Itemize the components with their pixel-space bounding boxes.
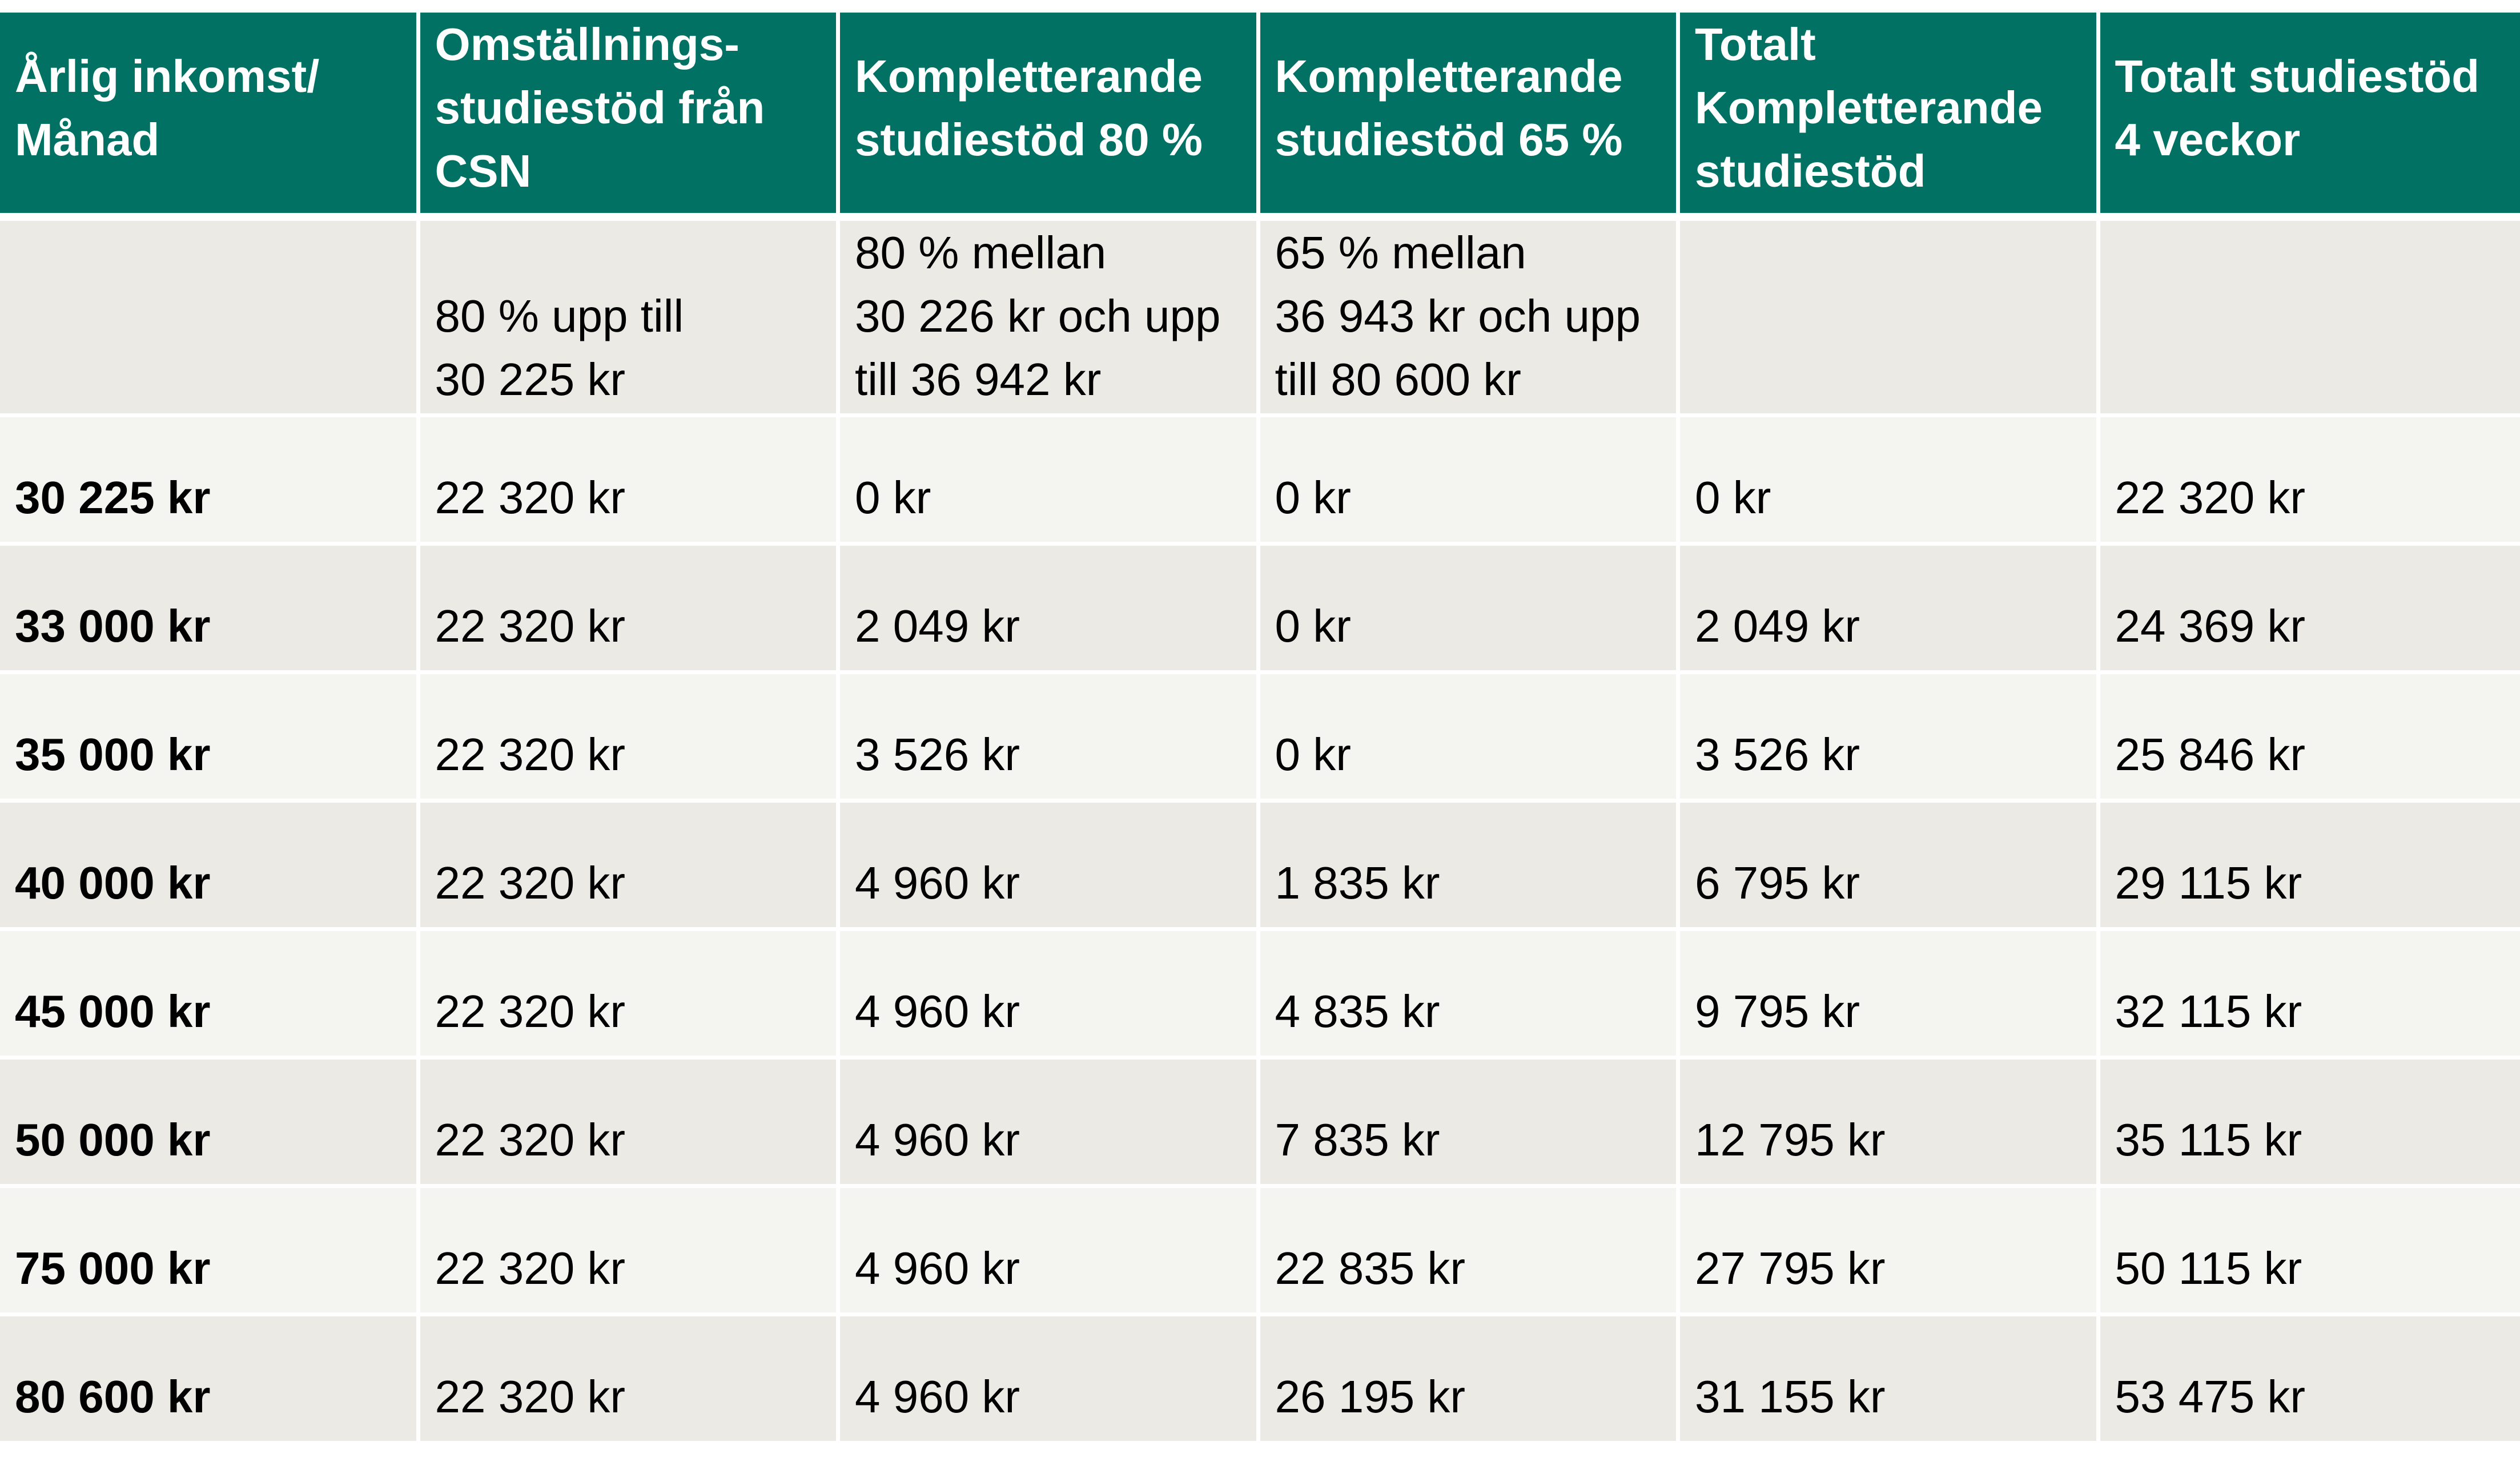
table-row: 50 000 kr 22 320 kr 4 960 kr 7 835 kr 12… bbox=[0, 1060, 2520, 1188]
description-cell: 65 % mellan 36 943 kr och upp till 80 60… bbox=[1260, 221, 1680, 417]
row-income-cell: 80 600 kr bbox=[0, 1316, 420, 1445]
table-cell: 4 835 kr bbox=[1260, 931, 1680, 1060]
row-income-cell: 30 225 kr bbox=[0, 417, 420, 546]
description-cell bbox=[0, 221, 420, 417]
table-cell: 22 320 kr bbox=[2100, 417, 2520, 546]
table-cell: 4 960 kr bbox=[840, 1188, 1260, 1316]
header-total-4-weeks: Totalt studiestöd 4 veckor bbox=[2100, 13, 2520, 221]
table-row: 45 000 kr 22 320 kr 4 960 kr 4 835 kr 9 … bbox=[0, 931, 2520, 1060]
header-annual-income: Årlig inkomst/ Månad bbox=[0, 13, 420, 221]
table-cell: 12 795 kr bbox=[1680, 1060, 2100, 1188]
table-cell: 24 369 kr bbox=[2100, 546, 2520, 674]
row-income-cell: 45 000 kr bbox=[0, 931, 420, 1060]
table-cell: 22 320 kr bbox=[420, 546, 840, 674]
table-cell: 22 320 kr bbox=[420, 1060, 840, 1188]
table-cell: 53 475 kr bbox=[2100, 1316, 2520, 1445]
row-income-cell: 50 000 kr bbox=[0, 1060, 420, 1188]
table-cell: 25 846 kr bbox=[2100, 674, 2520, 803]
table-header: Årlig inkomst/ Månad Omställnings- studi… bbox=[0, 13, 2520, 221]
table-cell: 31 155 kr bbox=[1680, 1316, 2100, 1445]
table-cell: 22 320 kr bbox=[420, 931, 840, 1060]
table-row: 33 000 kr 22 320 kr 2 049 kr 0 kr 2 049 … bbox=[0, 546, 2520, 674]
table-cell: 2 049 kr bbox=[1680, 546, 2100, 674]
row-income-cell: 75 000 kr bbox=[0, 1188, 420, 1316]
table-cell: 3 526 kr bbox=[1680, 674, 2100, 803]
table-row: 30 225 kr 22 320 kr 0 kr 0 kr 0 kr 22 32… bbox=[0, 417, 2520, 546]
table-cell: 0 kr bbox=[840, 417, 1260, 546]
header-csn-support: Omställnings- studiestöd från CSN bbox=[420, 13, 840, 221]
description-row: 80 % upp till 30 225 kr 80 % mellan 30 2… bbox=[0, 221, 2520, 417]
table-cell: 0 kr bbox=[1260, 417, 1680, 546]
description-cell bbox=[1680, 221, 2100, 417]
header-supplementary-80: Kompletterande studiestöd 80 % bbox=[840, 13, 1260, 221]
header-total-supplementary: Totalt Kompletterande studiestöd bbox=[1680, 13, 2100, 221]
table-cell: 2 049 kr bbox=[840, 546, 1260, 674]
table-cell: 6 795 kr bbox=[1680, 803, 2100, 931]
description-cell: 80 % upp till 30 225 kr bbox=[420, 221, 840, 417]
table-row: 80 600 kr 22 320 kr 4 960 kr 26 195 kr 3… bbox=[0, 1316, 2520, 1445]
table-cell: 29 115 kr bbox=[2100, 803, 2520, 931]
table-cell: 35 115 kr bbox=[2100, 1060, 2520, 1188]
header-supplementary-65: Kompletterande studiestöd 65 % bbox=[1260, 13, 1680, 221]
table-cell: 4 960 kr bbox=[840, 803, 1260, 931]
table-cell: 22 320 kr bbox=[420, 803, 840, 931]
header-row: Årlig inkomst/ Månad Omställnings- studi… bbox=[0, 13, 2520, 221]
table-cell: 9 795 kr bbox=[1680, 931, 2100, 1060]
description-cell: 80 % mellan 30 226 kr och upp till 36 94… bbox=[840, 221, 1260, 417]
table-row: 75 000 kr 22 320 kr 4 960 kr 22 835 kr 2… bbox=[0, 1188, 2520, 1316]
table-cell: 4 960 kr bbox=[840, 1316, 1260, 1445]
table-cell: 4 960 kr bbox=[840, 1060, 1260, 1188]
table-cell: 4 960 kr bbox=[840, 931, 1260, 1060]
table-cell: 22 835 kr bbox=[1260, 1188, 1680, 1316]
table-cell: 1 835 kr bbox=[1260, 803, 1680, 931]
table-cell: 22 320 kr bbox=[420, 417, 840, 546]
table-cell: 0 kr bbox=[1260, 674, 1680, 803]
income-support-table: Årlig inkomst/ Månad Omställnings- studi… bbox=[0, 13, 2520, 1445]
table-cell: 0 kr bbox=[1260, 546, 1680, 674]
table-cell: 22 320 kr bbox=[420, 674, 840, 803]
table-body: 80 % upp till 30 225 kr 80 % mellan 30 2… bbox=[0, 221, 2520, 1445]
table-cell: 0 kr bbox=[1680, 417, 2100, 546]
row-income-cell: 35 000 kr bbox=[0, 674, 420, 803]
row-income-cell: 33 000 kr bbox=[0, 546, 420, 674]
row-income-cell: 40 000 kr bbox=[0, 803, 420, 931]
table-cell: 22 320 kr bbox=[420, 1188, 840, 1316]
table-cell: 7 835 kr bbox=[1260, 1060, 1680, 1188]
table-cell: 27 795 kr bbox=[1680, 1188, 2100, 1316]
table-cell: 50 115 kr bbox=[2100, 1188, 2520, 1316]
table-row: 40 000 kr 22 320 kr 4 960 kr 1 835 kr 6 … bbox=[0, 803, 2520, 931]
table-cell: 32 115 kr bbox=[2100, 931, 2520, 1060]
table-row: 35 000 kr 22 320 kr 3 526 kr 0 kr 3 526 … bbox=[0, 674, 2520, 803]
table-cell: 26 195 kr bbox=[1260, 1316, 1680, 1445]
description-cell bbox=[2100, 221, 2520, 417]
table-cell: 22 320 kr bbox=[420, 1316, 840, 1445]
table-cell: 3 526 kr bbox=[840, 674, 1260, 803]
